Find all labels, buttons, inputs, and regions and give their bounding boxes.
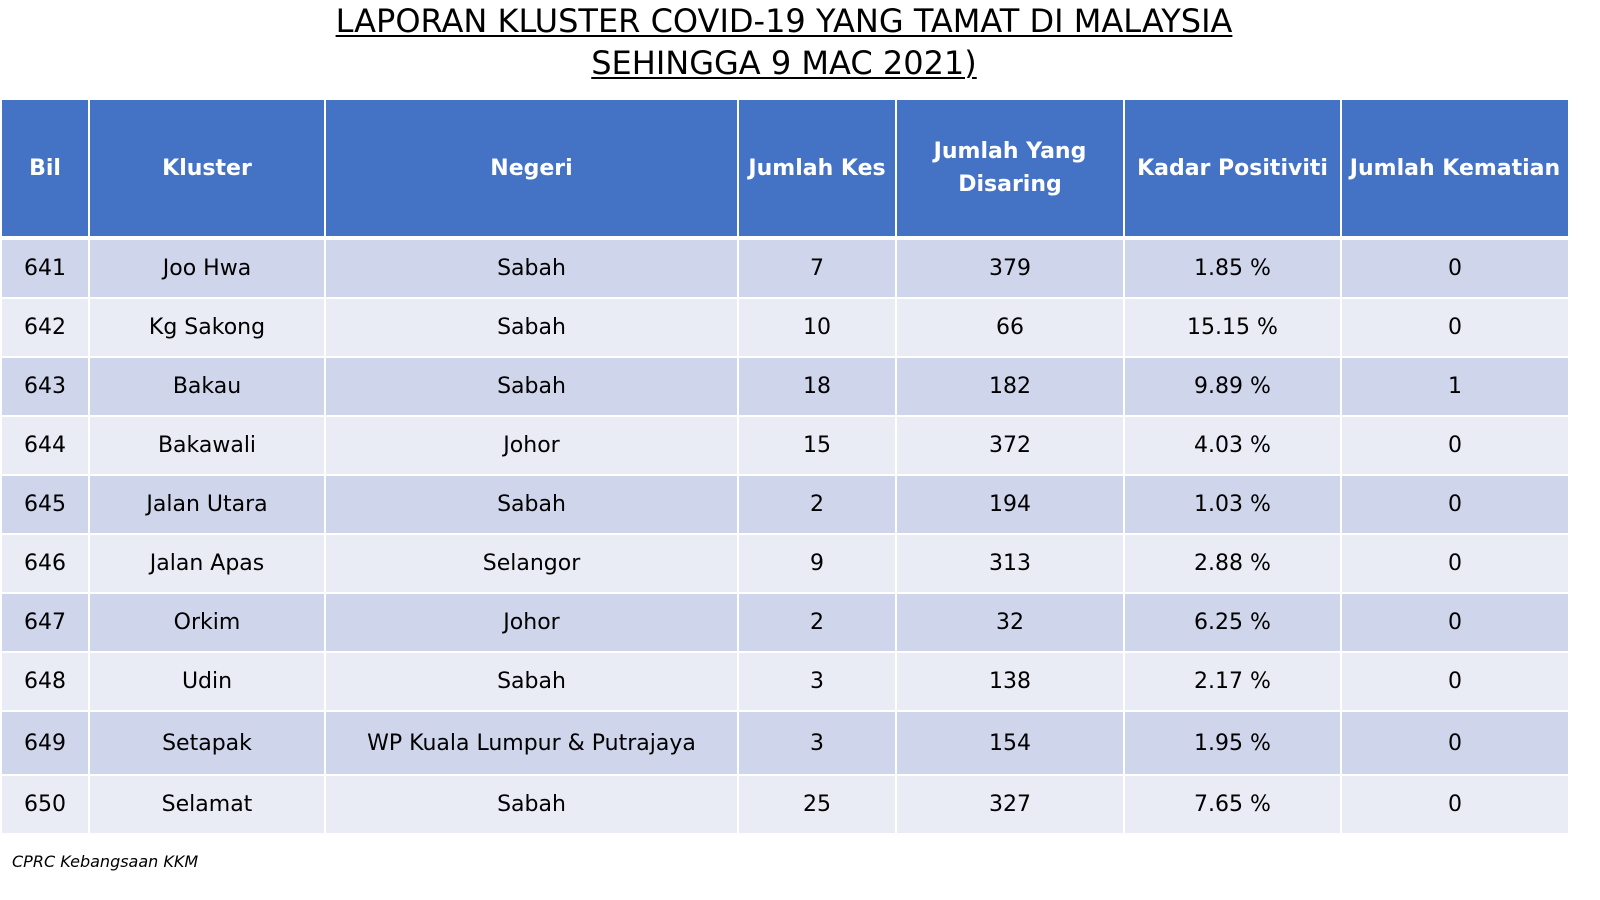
cell-jumlah-kes: 2 xyxy=(737,592,897,653)
cell-jumlah-kes: 3 xyxy=(737,651,897,712)
cell-negeri: Johor xyxy=(324,415,739,476)
cell-negeri: WP Kuala Lumpur & Putrajaya xyxy=(324,710,739,776)
cell-jumlah-kes: 15 xyxy=(737,415,897,476)
source-note: CPRC Kebangsaan KKM xyxy=(12,852,199,871)
cell-kluster: Kg Sakong xyxy=(88,297,326,358)
cell-kadar-positiviti: 7.65 % xyxy=(1123,774,1342,835)
cell-kadar-positiviti: 1.85 % xyxy=(1123,237,1342,299)
cell-kadar-positiviti: 1.03 % xyxy=(1123,474,1342,535)
cell-jumlah-disaring: 66 xyxy=(895,297,1125,358)
table-row: 645 Jalan Utara Sabah 2 194 1.03 % 0 xyxy=(0,474,1570,535)
header-jumlah-disaring: Jumlah Yang Disaring xyxy=(895,98,1125,240)
header-jumlah-disaring-line-1: Jumlah Yang xyxy=(933,139,1087,164)
header-jumlah-disaring-line-2: Disaring xyxy=(958,172,1062,197)
table-row: 641 Joo Hwa Sabah 7 379 1.85 % 0 xyxy=(0,237,1570,299)
title-line-2: SEHINGGA 9 MAC 2021) xyxy=(591,44,977,82)
cell-jumlah-kematian: 0 xyxy=(1340,651,1570,712)
cell-negeri: Sabah xyxy=(324,474,739,535)
cell-kluster: Orkim xyxy=(88,592,326,653)
header-kluster: Kluster xyxy=(88,98,326,240)
cell-bil: 643 xyxy=(0,356,90,417)
cell-jumlah-kes: 25 xyxy=(737,774,897,835)
cell-bil: 642 xyxy=(0,297,90,358)
cell-kadar-positiviti: 9.89 % xyxy=(1123,356,1342,417)
cell-bil: 645 xyxy=(0,474,90,535)
cell-jumlah-disaring: 313 xyxy=(895,533,1125,594)
table-row: 647 Orkim Johor 2 32 6.25 % 0 xyxy=(0,592,1570,653)
cell-jumlah-kematian: 0 xyxy=(1340,592,1570,653)
cell-jumlah-kematian: 0 xyxy=(1340,474,1570,535)
page-title: LAPORAN KLUSTER COVID-19 YANG TAMAT DI M… xyxy=(0,0,1568,84)
cell-jumlah-kematian: 0 xyxy=(1340,415,1570,476)
cell-kluster: Joo Hwa xyxy=(88,237,326,299)
cell-jumlah-kematian: 0 xyxy=(1340,710,1570,776)
cell-bil: 644 xyxy=(0,415,90,476)
cell-negeri: Selangor xyxy=(324,533,739,594)
cell-bil: 650 xyxy=(0,774,90,835)
cell-kadar-positiviti: 15.15 % xyxy=(1123,297,1342,358)
header-negeri: Negeri xyxy=(324,98,739,240)
header-jumlah-kes: Jumlah Kes xyxy=(737,98,897,240)
cell-jumlah-disaring: 194 xyxy=(895,474,1125,535)
cell-kadar-positiviti: 2.17 % xyxy=(1123,651,1342,712)
cell-jumlah-disaring: 372 xyxy=(895,415,1125,476)
cell-negeri: Sabah xyxy=(324,651,739,712)
cell-kluster: Selamat xyxy=(88,774,326,835)
title-line-1: LAPORAN KLUSTER COVID-19 YANG TAMAT DI M… xyxy=(335,2,1233,40)
cell-jumlah-disaring: 327 xyxy=(895,774,1125,835)
table-row: 644 Bakawali Johor 15 372 4.03 % 0 xyxy=(0,415,1570,476)
table-row: 649 Setapak WP Kuala Lumpur & Putrajaya 3 15… xyxy=(0,710,1570,776)
cell-jumlah-disaring: 379 xyxy=(895,237,1125,299)
cell-jumlah-kes: 2 xyxy=(737,474,897,535)
cell-jumlah-kes: 9 xyxy=(737,533,897,594)
cell-jumlah-disaring: 182 xyxy=(895,356,1125,417)
cell-jumlah-kematian: 0 xyxy=(1340,237,1570,299)
cell-negeri: Sabah xyxy=(324,297,739,358)
header-jumlah-kematian: Jumlah Kematian xyxy=(1340,98,1570,240)
cell-bil: 647 xyxy=(0,592,90,653)
cell-jumlah-kematian: 1 xyxy=(1340,356,1570,417)
cell-jumlah-kes: 7 xyxy=(737,237,897,299)
cell-kluster: Jalan Utara xyxy=(88,474,326,535)
cell-bil: 648 xyxy=(0,651,90,712)
table-row: 642 Kg Sakong Sabah 10 66 15.15 % 0 xyxy=(0,297,1570,358)
cell-jumlah-kematian: 0 xyxy=(1340,533,1570,594)
header-kadar-positiviti: Kadar Positiviti xyxy=(1123,98,1342,240)
cell-bil: 649 xyxy=(0,710,90,776)
header-bil: Bil xyxy=(0,98,90,240)
cell-bil: 646 xyxy=(0,533,90,594)
table-row: 646 Jalan Apas Selangor 9 313 2.88 % 0 xyxy=(0,533,1570,594)
table-header-row: Bil Kluster Negeri Jumlah Kes Jumlah Yan… xyxy=(0,98,1570,240)
cell-kadar-positiviti: 2.88 % xyxy=(1123,533,1342,594)
cell-negeri: Sabah xyxy=(324,237,739,299)
cell-kluster: Udin xyxy=(88,651,326,712)
table-row: 643 Bakau Sabah 18 182 9.89 % 1 xyxy=(0,356,1570,417)
cell-jumlah-kematian: 0 xyxy=(1340,297,1570,358)
cluster-table-container: Bil Kluster Negeri Jumlah Kes Jumlah Yan… xyxy=(0,98,1570,835)
cell-kadar-positiviti: 4.03 % xyxy=(1123,415,1342,476)
cell-jumlah-disaring: 138 xyxy=(895,651,1125,712)
cell-negeri: Sabah xyxy=(324,356,739,417)
cell-jumlah-kes: 18 xyxy=(737,356,897,417)
cell-kadar-positiviti: 1.95 % xyxy=(1123,710,1342,776)
cell-kluster: Bakawali xyxy=(88,415,326,476)
cell-kluster: Jalan Apas xyxy=(88,533,326,594)
cell-jumlah-kematian: 0 xyxy=(1340,774,1570,835)
cell-jumlah-kes: 10 xyxy=(737,297,897,358)
cell-jumlah-kes: 3 xyxy=(737,710,897,776)
cell-negeri: Sabah xyxy=(324,774,739,835)
table-row: 650 Selamat Sabah 25 327 7.65 % 0 xyxy=(0,774,1570,835)
cell-kluster: Bakau xyxy=(88,356,326,417)
table-body: 641 Joo Hwa Sabah 7 379 1.85 % 0 642 Kg Sakong Sa… xyxy=(0,237,1570,835)
cell-kadar-positiviti: 6.25 % xyxy=(1123,592,1342,653)
cell-kluster: Setapak xyxy=(88,710,326,776)
table-row: 648 Udin Sabah 3 138 2.17 % 0 xyxy=(0,651,1570,712)
cell-negeri: Johor xyxy=(324,592,739,653)
cluster-table: Bil Kluster Negeri Jumlah Kes Jumlah Yan… xyxy=(0,98,1570,835)
cell-bil: 641 xyxy=(0,237,90,299)
cell-jumlah-disaring: 32 xyxy=(895,592,1125,653)
cell-jumlah-disaring: 154 xyxy=(895,710,1125,776)
